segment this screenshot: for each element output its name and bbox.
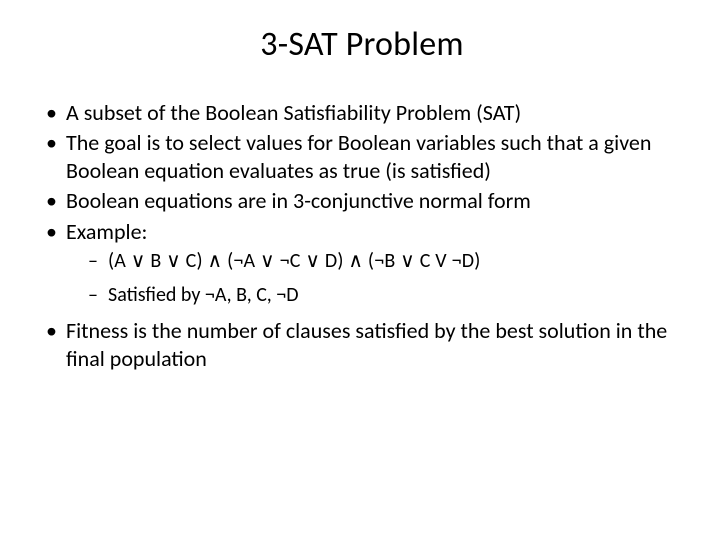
bullet-item: A subset of the Boolean Satisfiability P… xyxy=(44,99,680,127)
sub-bullet-item: Satisfied by ¬A, B, C, ¬D xyxy=(66,282,680,308)
bullet-item: Example: (A ∨ B ∨ C) ∧ (¬A ∨ ¬C ∨ D) ∧ (… xyxy=(44,218,680,309)
sub-bullet-text: Satisfied by ¬A, B, C, ¬D xyxy=(108,283,299,307)
bullet-list: A subset of the Boolean Satisfiability P… xyxy=(44,99,680,373)
sub-bullet-item: (A ∨ B ∨ C) ∧ (¬A ∨ ¬C ∨ D) ∧ (¬B ∨ C V … xyxy=(66,248,680,274)
bullet-text: Boolean equations are in 3-conjunctive n… xyxy=(66,187,531,214)
slide: 3-SAT Problem A subset of the Boolean Sa… xyxy=(0,0,720,540)
bullet-text: A subset of the Boolean Satisfiability P… xyxy=(66,99,521,126)
bullet-text: Fitness is the number of clauses satisfi… xyxy=(66,317,667,372)
bullet-item: Boolean equations are in 3-conjunctive n… xyxy=(44,187,680,215)
bullet-text: Example: xyxy=(66,218,147,245)
bullet-item: The goal is to select values for Boolean… xyxy=(44,129,680,185)
formula-text: (A ∨ B ∨ C) ∧ (¬A ∨ ¬C ∨ D) ∧ (¬B ∨ C V … xyxy=(108,249,481,273)
bullet-item: Fitness is the number of clauses satisfi… xyxy=(44,317,680,373)
slide-title: 3-SAT Problem xyxy=(44,24,680,65)
sub-bullet-list: (A ∨ B ∨ C) ∧ (¬A ∨ ¬C ∨ D) ∧ (¬B ∨ C V … xyxy=(66,248,680,309)
bullet-text: The goal is to select values for Boolean… xyxy=(66,129,651,184)
